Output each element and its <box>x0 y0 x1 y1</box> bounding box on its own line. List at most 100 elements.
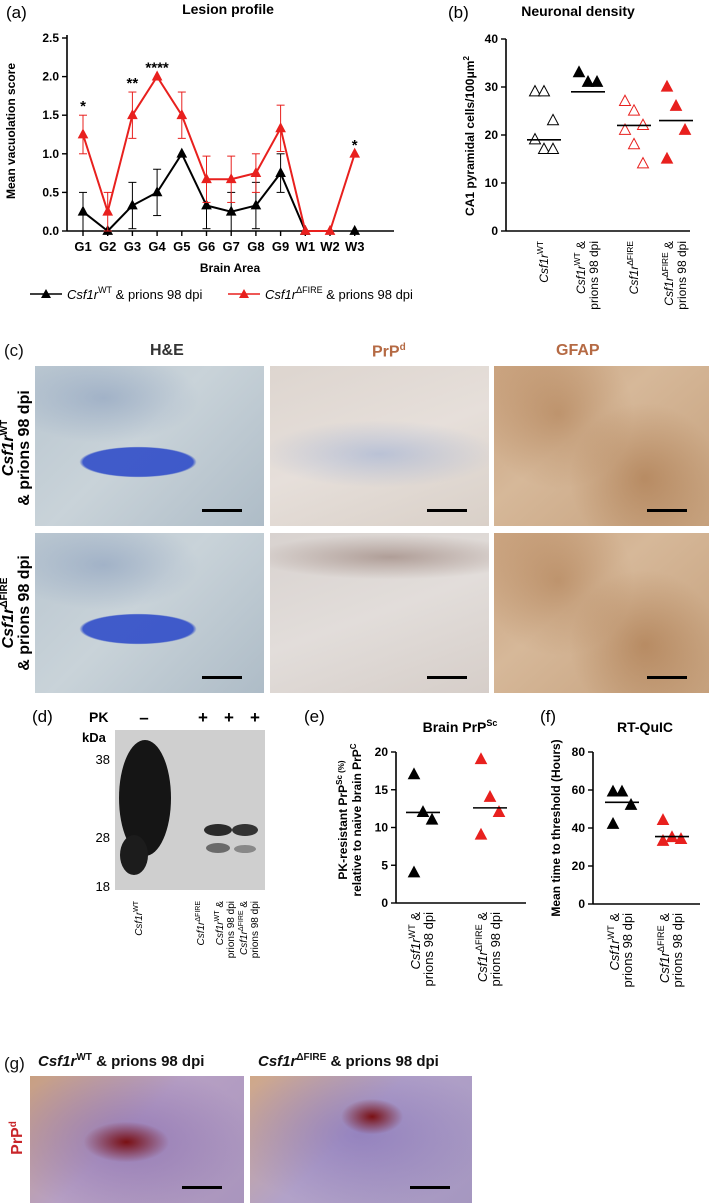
chart-a-yticks: 0.0 0.5 1.0 1.5 2.0 2.5 <box>42 31 67 238</box>
series-line-wt <box>82 151 307 233</box>
data-point-wt <box>225 205 237 216</box>
chart-b-yticks: 0 10 20 30 40 <box>485 32 506 238</box>
xtick-label: G7 <box>223 239 240 254</box>
col-title-prp: PrPd <box>372 342 406 361</box>
chart-b-points <box>527 65 693 169</box>
chart-a-title: Lesion profile <box>182 1 274 17</box>
data-point-fire <box>225 173 237 184</box>
series-line-fire <box>82 74 356 232</box>
svg-text:& prions 98 dpi: & prions 98 dpi <box>16 555 32 671</box>
row-label-fire: Csf1rΔFIRE & prions 98 dpi <box>0 555 32 671</box>
x-category-label-line2: prions 98 dpi <box>670 913 685 988</box>
scatter-point <box>546 142 560 155</box>
chart-a-xticks: G1 G2 G3 G4 G5 G6 G7 G8 G9 W1 W2 W3 <box>74 231 364 254</box>
data-point-fire <box>127 109 138 120</box>
significance-label: * <box>352 137 358 154</box>
panel-g-right-title: Csf1rΔFIRE & prions 98 dpi <box>258 1052 439 1070</box>
chart-e-xlabels: Csf1rWT &prions 98 dpi Csf1rΔFIRE &prions… <box>407 912 503 987</box>
chart-a-significance: ******** <box>80 60 358 154</box>
data-point-wt <box>77 205 89 216</box>
scatter-point <box>474 752 488 765</box>
panel-d-letter: (d) <box>32 707 53 726</box>
data-point-fire <box>250 166 262 177</box>
scatter-point <box>627 137 641 150</box>
scatter-point <box>425 812 439 825</box>
scatter-point <box>624 797 638 810</box>
chart-a-legend: Csf1rWT & prions 98 dpi Csf1rΔFIRE & pri… <box>30 285 413 302</box>
image-gfap-wt <box>494 366 709 526</box>
scatter-point <box>537 142 551 155</box>
ytick-label: 40 <box>572 821 586 835</box>
blot-lane-sign: + <box>224 708 234 727</box>
image-plaque-wt <box>30 1076 244 1203</box>
data-point-wt <box>250 199 262 210</box>
xtick-label: G3 <box>124 239 141 254</box>
xtick-label: G6 <box>198 239 215 254</box>
x-category-label: Csf1rWT & <box>407 912 423 970</box>
scatter-point <box>636 156 650 169</box>
scatter-point <box>618 122 632 135</box>
scatter-point <box>669 98 683 111</box>
panel-g-side-label: PrPd <box>8 1121 26 1155</box>
panel-e-brain-prpsc: (e) Brain PrPSc PK-resistant PrPSc (%) r… <box>304 707 526 987</box>
scatter-point <box>483 790 497 802</box>
x-category-label: Csf1rWT & <box>606 913 622 971</box>
col-title-gfap: GFAP <box>556 342 600 359</box>
panel-f-letter: (f) <box>540 707 556 726</box>
svg-text:Csf1rWT: Csf1rWT <box>0 420 17 476</box>
scatter-point <box>407 865 421 878</box>
ytick-label: 2.0 <box>42 70 59 84</box>
ytick-label: 60 <box>572 783 586 797</box>
chart-f-xlabels: Csf1rWT &prions 98 dpi Csf1rΔFIRE &prions… <box>606 913 685 988</box>
ytick-label: 0.5 <box>42 185 59 199</box>
image-he-fire <box>35 533 264 693</box>
scatter-point <box>407 767 421 780</box>
scatter-point <box>656 834 670 846</box>
x-category-label: Csf1rΔFIRE & <box>660 241 676 306</box>
blot-lane-label: Csf1rWT <box>133 900 145 936</box>
blot-lane-label: Csf1rΔFIRE & <box>238 901 250 955</box>
chart-a-ylabel: Mean vacuolation score <box>4 63 18 199</box>
scatter-point <box>572 65 586 78</box>
data-point-fire <box>201 173 212 184</box>
blot-lane-sign: – <box>139 708 148 727</box>
scatter-point <box>678 122 692 135</box>
ytick-label: 40 <box>485 32 499 46</box>
panel-a-lesion-profile: (a) Lesion profile Mean vacuolation scor… <box>4 1 413 302</box>
scatter-point <box>474 827 488 840</box>
chart-e-points <box>406 752 507 878</box>
ytick-label: 30 <box>485 80 499 94</box>
blot-lane-label: Csf1rΔFIRE <box>195 901 207 946</box>
data-point-fire <box>299 224 311 235</box>
scatter-point <box>546 113 560 126</box>
xtick-label: G8 <box>247 239 264 254</box>
xtick-label: G5 <box>173 239 190 254</box>
blot-lane-signs: – + + + <box>139 708 260 727</box>
legend-fire: Csf1rΔFIRE & prions 98 dpi <box>265 285 413 302</box>
image-prp-wt <box>270 366 489 526</box>
data-point-fire <box>275 122 286 133</box>
x-category-label: Csf1rWT <box>535 241 551 283</box>
image-he-wt <box>35 366 264 526</box>
panel-a-letter: (a) <box>6 3 27 22</box>
chart-b-title: Neuronal density <box>521 3 635 19</box>
xtick-label: W2 <box>320 239 340 254</box>
xtick-label: G1 <box>74 239 91 254</box>
xtick-label: G4 <box>148 239 166 254</box>
svg-text:PrPd: PrPd <box>8 1121 26 1155</box>
chart-e-title: Brain PrPSc <box>423 718 498 735</box>
x-category-label-line2: prions 98 dpi <box>421 912 436 987</box>
xtick-label: W1 <box>296 239 316 254</box>
svg-text:& prions 98 dpi: & prions 98 dpi <box>16 390 32 506</box>
x-category-label-line2: prions 98 dpi <box>587 241 601 310</box>
ytick-label: 15 <box>375 783 389 797</box>
blot-marker-label: 38 <box>96 752 110 767</box>
panel-g-left-title: Csf1rWT & prions 98 dpi <box>38 1052 205 1070</box>
scatter-point <box>537 84 551 97</box>
blot-pk-label: PK <box>89 709 108 725</box>
data-point-fire <box>324 224 336 235</box>
legend-wt: Csf1rWT & prions 98 dpi <box>67 285 203 302</box>
ytick-label: 0 <box>578 897 585 911</box>
col-title-he: H&E <box>150 342 184 359</box>
